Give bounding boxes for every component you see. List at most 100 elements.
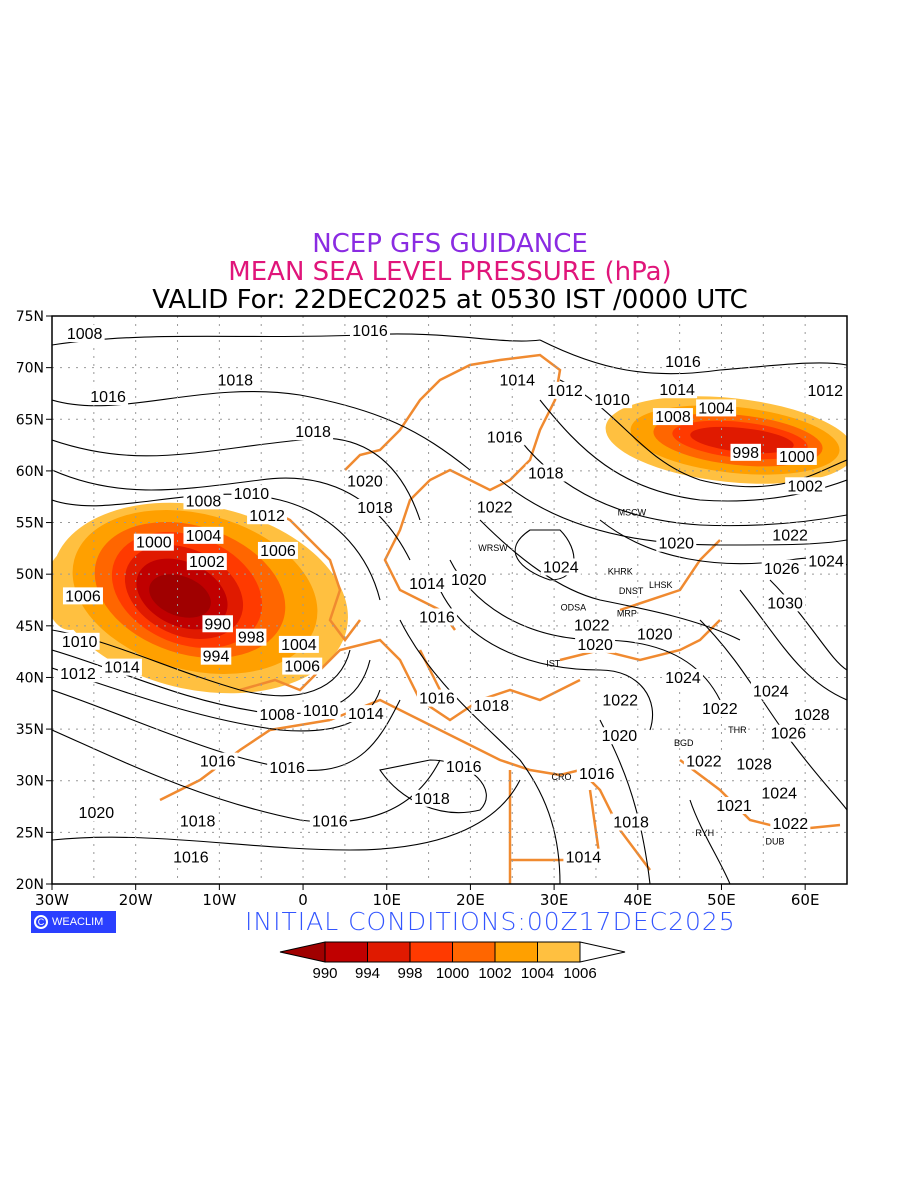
contour-label: 1016 <box>352 323 388 340</box>
contour-label-bg <box>652 408 693 426</box>
lon-tick-label: 10W <box>202 891 236 909</box>
contour-label: 1018 <box>295 424 331 441</box>
contour-label-bg <box>177 812 218 830</box>
contour-label-bg <box>443 757 484 775</box>
colorbar-upper-arrow <box>579 941 626 963</box>
contour-label-bg <box>730 443 761 461</box>
lat-tick-label: 30N <box>16 774 44 790</box>
contour-label: 998 <box>238 630 265 647</box>
contour-label-bg <box>282 657 323 675</box>
lon-tick-label: 50E <box>707 891 736 909</box>
contour-label-bg <box>200 647 232 665</box>
colorbar-level-label: 1000 <box>436 965 469 982</box>
contour-label-bg <box>791 706 832 724</box>
contour-label: 1012 <box>249 508 285 525</box>
contour-label-bg <box>170 848 211 866</box>
contour-label: 990 <box>204 616 231 633</box>
contour-label-bg <box>662 352 703 370</box>
contour-label: 1016 <box>419 609 455 626</box>
initial-conditions: INITIAL CONDITIONS:00Z17DEC2025 <box>245 907 736 936</box>
contour-label-bg <box>300 702 341 720</box>
contour-label-bg <box>805 381 846 399</box>
contour-label: 1018 <box>357 500 393 517</box>
contour-label: 998 <box>732 445 759 462</box>
city-label: THR <box>728 725 747 735</box>
colorbar-box <box>367 941 411 963</box>
lat-tick-label: 55N <box>16 516 44 532</box>
contour-label: 1022 <box>686 754 722 771</box>
contour-labels: 1008 1016 1016 1018 1018 1014 1012 1010 1016 1014… <box>57 321 846 867</box>
contour-label: 1018 <box>528 465 564 482</box>
axis-ticks: 30W 20W 10W 0 10E 20E 30E 40E 50E 60E 75N 70N 65N 60N… <box>16 309 820 909</box>
contour-label-bg <box>197 752 238 770</box>
contour-label: 1028 <box>794 707 830 724</box>
contour-label-bg <box>416 608 457 626</box>
contour-label: 1016 <box>90 389 126 406</box>
contour-label-bg <box>683 752 724 770</box>
contour-label: 1012 <box>547 383 583 400</box>
contour-label: 1024 <box>665 670 701 687</box>
contour-label: 1014 <box>409 576 445 593</box>
contour-label-bg <box>600 691 641 709</box>
city-label: IST <box>546 658 561 668</box>
colorbar-level-label: 1006 <box>563 965 596 982</box>
contour-label-bg <box>183 526 224 544</box>
contour-label-bg <box>76 804 117 822</box>
contour-label: 1014 <box>659 382 695 399</box>
lat-tick-label: 40N <box>16 670 44 686</box>
city-label: DNST <box>619 586 644 596</box>
contour-label: 1016 <box>269 760 305 777</box>
contour-label-bg <box>293 423 334 441</box>
contour-label-bg <box>734 755 775 773</box>
colorbar-box <box>537 941 581 963</box>
lat-tick-label: 65N <box>16 412 44 428</box>
contour-label: 994 <box>203 649 230 666</box>
lat-tick-label: 70N <box>16 361 44 377</box>
city-label: RYH <box>695 828 714 838</box>
contour-label: 1030 <box>767 595 803 612</box>
contour-label-bg <box>575 635 616 653</box>
contour-label-bg <box>497 371 538 389</box>
contour-label-bg <box>183 492 224 510</box>
lat-tick-label: 75N <box>16 309 44 325</box>
contour-label: 1016 <box>312 814 348 831</box>
contour-label-bg <box>750 682 791 700</box>
contour-label-bg <box>133 533 174 551</box>
colorbar-level-label: 998 <box>397 965 422 982</box>
colorbar-level-label: 990 <box>312 965 337 982</box>
contour-label: 1020 <box>577 637 613 654</box>
contour-label: 1018 <box>217 373 253 390</box>
lon-tick-label: 30W <box>35 891 69 909</box>
contour-label: 1020 <box>451 572 487 589</box>
contour-label: 1012 <box>807 383 843 400</box>
lat-tick-label: 50N <box>16 567 44 583</box>
city-label: MSCW <box>618 508 647 518</box>
colorbar-box <box>409 941 453 963</box>
contour-label: 1014 <box>566 850 602 867</box>
contour-label: 1016 <box>419 691 455 708</box>
contour-label: 1024 <box>753 683 789 700</box>
contour-label: 1016 <box>446 759 482 776</box>
lon-tick-label: 0 <box>298 891 308 909</box>
lon-tick-label: 10E <box>372 891 401 909</box>
contour-label-bg <box>599 727 640 745</box>
lon-tick-label: 40E <box>624 891 653 909</box>
contour-label: 1026 <box>771 726 807 743</box>
colorbar-level-label: 1004 <box>521 965 554 982</box>
colorbar: 990 994 998 1000 1002 1004 1006 <box>279 941 626 982</box>
contour-label: 1006 <box>284 659 320 676</box>
contour-label: 1004 <box>698 400 734 417</box>
contour-label-bg <box>257 706 298 724</box>
contour-label: 1016 <box>487 429 523 446</box>
colorbar-box <box>494 941 538 963</box>
city-label: MRP <box>617 609 637 619</box>
contour-label: 1022 <box>477 500 513 517</box>
contour-label-bg <box>309 812 350 830</box>
contour-label-bg <box>563 848 604 866</box>
contour-label: 1018 <box>613 815 649 832</box>
contour-label: 1022 <box>702 701 738 718</box>
contour-label-bg <box>785 477 826 495</box>
contour-label-bg <box>592 391 633 409</box>
title-valid-time: VALID For: 22DEC2025 at 0530 IST /0000 U… <box>152 285 748 315</box>
contour-label-bg <box>611 813 652 831</box>
